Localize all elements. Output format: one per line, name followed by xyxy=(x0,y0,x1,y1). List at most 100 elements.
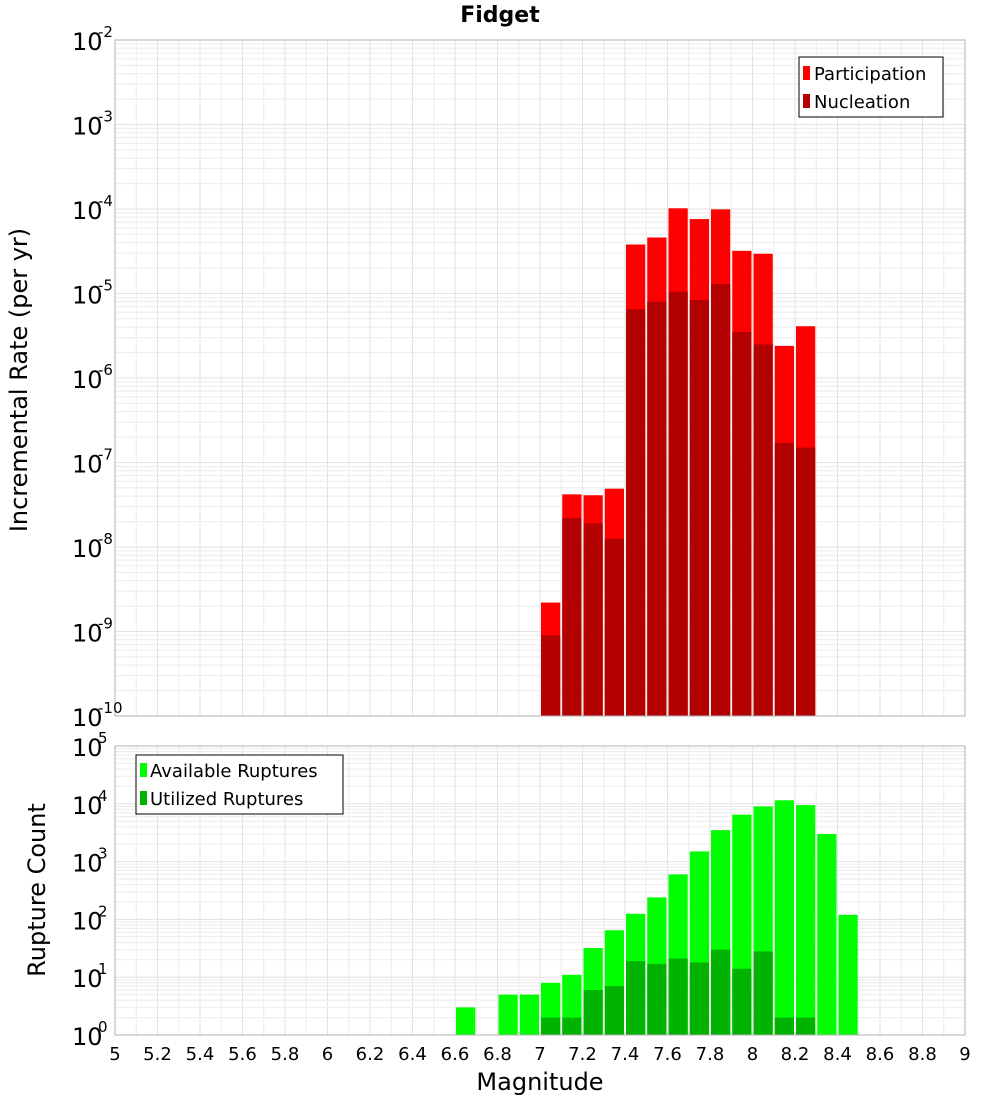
top-y-tick-base: 10 xyxy=(72,704,103,732)
top-gridlines xyxy=(114,40,966,717)
legend-label-utilized: Utilized Ruptures xyxy=(150,789,303,810)
top-y-tick-base: 10 xyxy=(72,28,103,56)
x-ticks: 5 5.2 5.4 5.6 5.8 6 6.2 6.4 6.6 6.8 7 7.2 7.4 7.6 7.8 8… xyxy=(109,1044,970,1065)
top-bar-nucleation xyxy=(753,344,773,716)
bottom-y-axis-label: Rupture Count xyxy=(23,803,51,977)
top-y-tick-base: 10 xyxy=(72,197,103,225)
top-y-tick: 10-2 xyxy=(72,23,113,56)
bottom-bar-utilized-ruptures xyxy=(668,958,688,1035)
x-tick-label: 8 xyxy=(747,1044,758,1065)
top-legend-box xyxy=(798,56,944,118)
bottom-y-tick: 105 xyxy=(72,729,108,762)
top-y-tick-exponent: -2 xyxy=(98,23,113,41)
bottom-bar-utilized-ruptures xyxy=(796,1017,816,1035)
x-tick-label: 5.2 xyxy=(143,1044,172,1065)
bottom-bar-utilized-ruptures xyxy=(604,986,624,1035)
top-y-tick: 10-4 xyxy=(72,192,113,225)
bottom-y-tick-exponent: 2 xyxy=(98,902,108,920)
top-bar-nucleation xyxy=(562,518,582,716)
bottom-bar-available-ruptures xyxy=(838,914,858,1035)
x-tick-label: 7.8 xyxy=(696,1044,725,1065)
bottom-bar-utilized-ruptures xyxy=(626,961,646,1035)
bottom-bar-utilized-ruptures xyxy=(541,1017,561,1035)
bottom-y-tick-base: 10 xyxy=(72,965,103,993)
bottom-bar-available-ruptures xyxy=(817,834,837,1035)
top-y-tick-base: 10 xyxy=(72,620,103,648)
top-y-tick: 10-7 xyxy=(72,446,113,479)
bottom-y-tick-exponent: 0 xyxy=(98,1018,108,1036)
bottom-y-tick-exponent: 1 xyxy=(98,960,108,978)
legend-swatch-nucleation xyxy=(803,94,810,108)
top-y-tick-exponent: -7 xyxy=(98,446,113,464)
bottom-bar-utilized-ruptures xyxy=(732,968,752,1035)
legend-label-nucleation: Nucleation xyxy=(814,92,910,113)
bottom-bar-utilized-ruptures xyxy=(647,963,667,1035)
top-bar-nucleation xyxy=(732,332,752,716)
x-tick-label: 7.4 xyxy=(611,1044,640,1065)
bottom-y-tick-base: 10 xyxy=(72,850,103,878)
bottom-bar-utilized-ruptures xyxy=(562,1017,582,1035)
top-bar-nucleation xyxy=(626,309,646,716)
x-tick-label: 6 xyxy=(322,1044,333,1065)
top-bar-nucleation xyxy=(668,291,688,716)
top-y-tick: 10-9 xyxy=(72,615,113,648)
top-y-tick-exponent: -5 xyxy=(98,277,113,295)
x-tick-label: 5.4 xyxy=(186,1044,215,1065)
top-y-tick-exponent: -10 xyxy=(98,699,123,717)
top-y-tick-base: 10 xyxy=(72,113,103,141)
x-tick-label: 6.8 xyxy=(483,1044,512,1065)
top-bar-nucleation xyxy=(604,538,624,716)
bottom-y-tick-exponent: 4 xyxy=(98,787,108,805)
top-y-tick: 10-6 xyxy=(72,361,113,394)
top-bar-nucleation xyxy=(796,447,816,716)
bottom-y-tick: 103 xyxy=(72,845,108,878)
legend-swatch-available xyxy=(140,763,147,777)
bottom-bar-available-ruptures xyxy=(456,1007,476,1035)
x-tick-label: 9 xyxy=(959,1044,970,1065)
top-bar-nucleation xyxy=(541,635,561,716)
x-tick-label: 6.2 xyxy=(356,1044,385,1065)
bottom-legend: Available Ruptures Utilized Ruptures xyxy=(135,754,344,815)
legend-swatch-utilized xyxy=(140,791,147,805)
x-tick-label: 7.2 xyxy=(568,1044,597,1065)
x-tick-label: 6.6 xyxy=(441,1044,470,1065)
top-y-tick: 10-5 xyxy=(72,277,113,310)
bottom-bar-available-ruptures xyxy=(796,805,816,1035)
top-y-tick-base: 10 xyxy=(72,366,103,394)
bottom-y-tick-base: 10 xyxy=(72,734,103,762)
bottom-bar-utilized-ruptures xyxy=(711,949,731,1035)
top-plot-frame xyxy=(114,39,966,717)
legend-swatch-participation xyxy=(803,66,810,80)
x-tick-label: 6.4 xyxy=(398,1044,427,1065)
top-bar-nucleation xyxy=(583,523,603,716)
top-bars xyxy=(541,208,816,717)
bottom-y-tick: 104 xyxy=(72,787,108,820)
top-y-tick-exponent: -9 xyxy=(98,615,113,633)
bottom-bar-available-ruptures xyxy=(774,800,794,1035)
x-axis-label: Magnitude xyxy=(476,1068,603,1096)
top-bar-nucleation xyxy=(774,443,794,716)
bottom-bar-utilized-ruptures xyxy=(774,1017,794,1035)
top-bar-nucleation xyxy=(647,301,667,716)
bottom-y-tick-exponent: 3 xyxy=(98,845,108,863)
bottom-y-tick: 100 xyxy=(72,1018,108,1051)
top-y-tick-exponent: -4 xyxy=(98,192,113,210)
top-bar-nucleation xyxy=(689,299,709,716)
bottom-y-tick-base: 10 xyxy=(72,907,103,935)
x-tick-label: 5.6 xyxy=(228,1044,257,1065)
x-tick-label: 8.8 xyxy=(908,1044,937,1065)
legend-label-participation: Participation xyxy=(814,64,926,85)
bottom-plot-frame xyxy=(114,745,966,1036)
top-y-tick-base: 10 xyxy=(72,282,103,310)
top-y-tick: 10-3 xyxy=(72,108,113,141)
bottom-y-tick-base: 10 xyxy=(72,792,103,820)
top-y-tick: 10-10 xyxy=(72,699,123,732)
x-tick-label: 7 xyxy=(534,1044,545,1065)
chart-title: Fidget xyxy=(460,3,540,28)
x-tick-label: 8.6 xyxy=(866,1044,895,1065)
bottom-bar-utilized-ruptures xyxy=(753,951,773,1035)
